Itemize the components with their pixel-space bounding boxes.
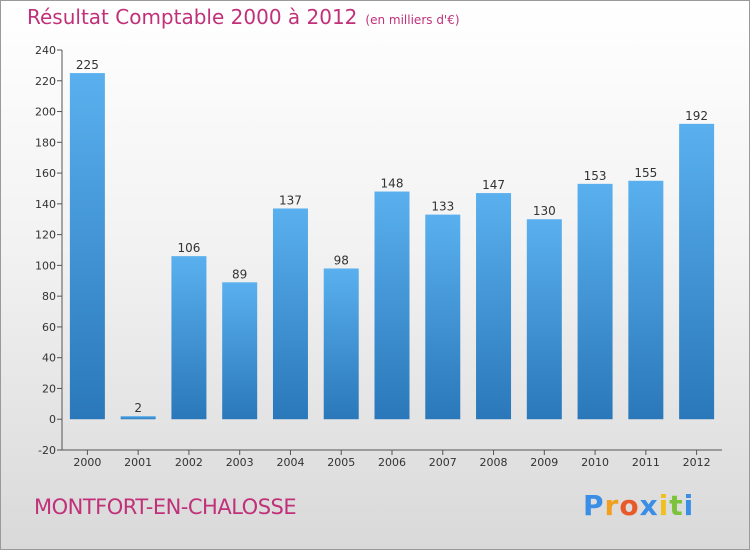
data-label-2001: 2 — [134, 401, 142, 415]
logo-letter: i — [658, 489, 670, 522]
data-label-2010: 153 — [584, 169, 607, 183]
data-label-2005: 98 — [334, 253, 349, 267]
bar-2001[interactable] — [120, 416, 156, 420]
bar-2003[interactable] — [222, 282, 258, 420]
data-label-2000: 225 — [76, 58, 99, 72]
y-tick-label: 40 — [42, 352, 56, 365]
bar-2010[interactable] — [577, 183, 613, 420]
logo-letter: t — [669, 489, 684, 522]
x-tick-label-2003: 2003 — [226, 456, 254, 469]
data-label-2007: 133 — [431, 200, 454, 214]
x-tick-label-2012: 2012 — [683, 456, 711, 469]
logo-letter: x — [639, 489, 659, 522]
chart-bars: 225 2 106 89 137 98 148 133 147 130 153 155 192 — [69, 58, 715, 420]
x-tick-label-2000: 2000 — [73, 456, 101, 469]
y-tick-label: 220 — [35, 75, 56, 88]
x-tick-label-2010: 2010 — [581, 456, 609, 469]
bar-2006[interactable] — [374, 191, 410, 420]
data-label-2009: 130 — [533, 204, 556, 218]
y-tick-label: 240 — [35, 44, 56, 57]
data-label-2012: 192 — [685, 109, 708, 123]
data-label-2002: 106 — [177, 241, 200, 255]
x-tick-label-2007: 2007 — [429, 456, 457, 469]
bar-2002[interactable] — [171, 256, 207, 420]
x-tick-label-2004: 2004 — [276, 456, 304, 469]
logo-letter: P — [583, 489, 605, 522]
y-tick-label: 120 — [35, 229, 56, 242]
data-label-2003: 89 — [232, 267, 247, 281]
data-label-2006: 148 — [381, 177, 404, 191]
x-tick-label-2009: 2009 — [530, 456, 558, 469]
commune-name: MONTFORT-EN-CHALOSSE — [34, 495, 297, 519]
bar-2012[interactable] — [679, 123, 715, 420]
logo-letter: o — [619, 489, 640, 522]
y-tick-label: 180 — [35, 136, 56, 149]
bar-2007[interactable] — [425, 214, 461, 420]
y-tick-label: 200 — [35, 106, 56, 119]
x-tick-label-2001: 2001 — [124, 456, 152, 469]
data-label-2008: 147 — [482, 178, 505, 192]
x-tick-label-2005: 2005 — [327, 456, 355, 469]
bar-2004[interactable] — [272, 208, 308, 420]
x-tick-label-2008: 2008 — [480, 456, 508, 469]
y-tick-label: -20 — [38, 444, 56, 457]
proxiti-logo[interactable]: Proxiti — [583, 489, 694, 522]
y-tick-label: 0 — [49, 413, 56, 426]
x-tick-label-2011: 2011 — [632, 456, 660, 469]
bar-2009[interactable] — [526, 219, 562, 420]
y-tick-label: 100 — [35, 259, 56, 272]
logo-letter: i — [683, 489, 695, 522]
x-tick-label-2006: 2006 — [378, 456, 406, 469]
bar-2011[interactable] — [628, 180, 664, 420]
y-tick-label: 80 — [42, 290, 56, 303]
bar-2008[interactable] — [476, 193, 512, 420]
chart-title-text: Résultat Comptable 2000 à 2012 — [27, 5, 358, 29]
y-tick-label: 140 — [35, 198, 56, 211]
x-tick-label-2002: 2002 — [175, 456, 203, 469]
y-tick-label: 20 — [42, 382, 56, 395]
chart-title: Résultat Comptable 2000 à 2012 (en millie… — [27, 5, 460, 29]
y-tick-label: 160 — [35, 167, 56, 180]
bar-2005[interactable] — [323, 268, 359, 420]
data-label-2004: 137 — [279, 193, 302, 207]
chart-axes: -20 0 20 40 60 80 100 120 140 160 180 200 220 240 2000… — [35, 44, 722, 469]
chart-subtitle: (en milliers d'€) — [365, 13, 460, 27]
logo-letter: r — [604, 489, 620, 522]
bar-2000[interactable] — [69, 73, 105, 420]
y-tick-label: 60 — [42, 321, 56, 334]
data-label-2011: 155 — [634, 166, 657, 180]
